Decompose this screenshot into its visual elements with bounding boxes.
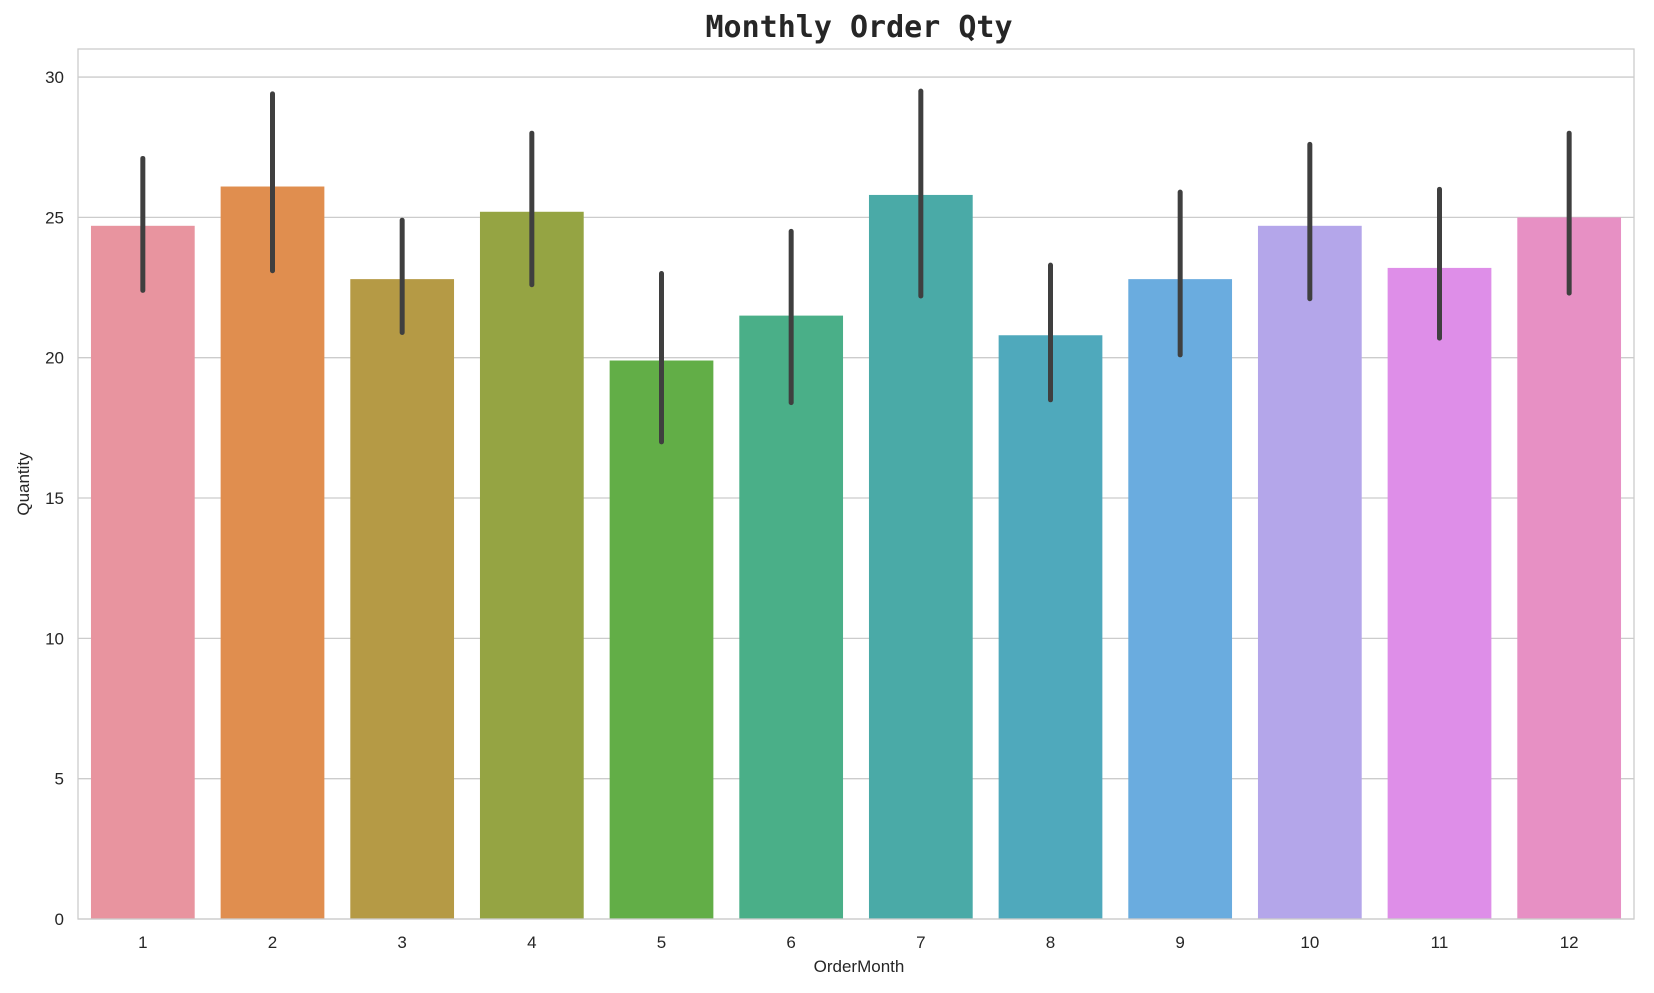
y-tick-label: 25	[45, 208, 64, 227]
x-axis-label: OrderMonth	[814, 957, 905, 976]
x-tick-label: 8	[1046, 933, 1055, 952]
bar-month-2	[220, 186, 325, 920]
y-tick-labels: 0 5 10 15 20 25 30	[45, 68, 64, 929]
x-tick-label: 6	[786, 933, 795, 952]
x-tick-label: 12	[1560, 933, 1579, 952]
bar-month-4	[479, 211, 584, 920]
x-tick-label: 10	[1300, 933, 1319, 952]
x-tick-label: 5	[657, 933, 666, 952]
x-tick-label: 11	[1431, 933, 1449, 952]
bar-month-7	[868, 194, 973, 919]
x-tick-label: 7	[916, 933, 925, 952]
bar-month-12	[1517, 217, 1622, 920]
x-tick-label: 1	[138, 933, 147, 952]
y-tick-label: 15	[45, 489, 64, 508]
x-tick-label: 4	[527, 933, 536, 952]
bar-month-1	[90, 225, 195, 919]
bar-month-10	[1257, 225, 1362, 919]
x-tick-labels: 1 2 3 4 5 6 7 8 9 10 11 12	[138, 933, 1579, 952]
bars	[90, 186, 1622, 920]
error-bars	[140, 88, 1572, 445]
chart-title: Monthly Order Qty	[705, 10, 1012, 45]
y-tick-label: 0	[55, 910, 64, 929]
x-tick-label: 2	[268, 933, 277, 952]
bar-month-8	[998, 335, 1103, 919]
y-axis-label: Quantity	[14, 452, 33, 516]
bar-month-9	[1128, 279, 1233, 919]
bar-month-5	[609, 360, 714, 920]
bar-month-6	[739, 315, 844, 919]
bar-month-11	[1387, 267, 1492, 920]
y-tick-label: 10	[45, 629, 64, 648]
bar-month-3	[350, 279, 455, 919]
x-tick-label: 3	[397, 933, 406, 952]
y-tick-label: 20	[45, 349, 64, 368]
plot-frame	[77, 48, 1635, 920]
gridlines	[78, 76, 1634, 920]
y-tick-label: 30	[45, 68, 64, 87]
y-tick-label: 5	[55, 770, 64, 789]
x-tick-label: 9	[1175, 933, 1184, 952]
